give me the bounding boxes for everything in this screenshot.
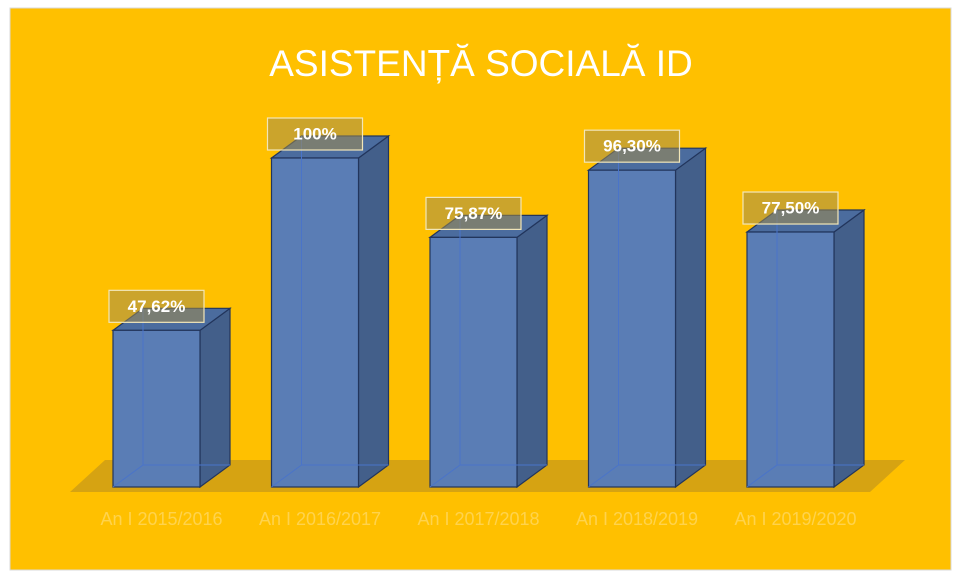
bar-side [357, 134, 390, 489]
value-label-box [742, 191, 839, 225]
bar [270, 157, 360, 488]
bar [746, 231, 835, 488]
value-label: 96,30% [603, 137, 661, 156]
bar-side [199, 307, 231, 489]
bar [429, 236, 518, 488]
x-tick-label: An I 2015/2016 [100, 509, 223, 529]
x-tick-label: An I 2018/2019 [575, 509, 699, 529]
x-tick-label: An I 2016/2017 [258, 509, 382, 529]
value-label-box [108, 289, 205, 323]
bar [112, 329, 201, 488]
value-label: 75,87% [445, 204, 503, 223]
value-label: 100% [293, 124, 336, 143]
bar-side [516, 214, 548, 489]
value-label-box [266, 117, 364, 151]
value-label-box [425, 196, 522, 230]
bar-side [674, 146, 707, 489]
value-label-box [583, 129, 681, 163]
chart-title: ASISTENȚĂ SOCIALĂ ID [269, 43, 693, 84]
bar [587, 169, 677, 488]
value-label: 77,50% [762, 199, 820, 218]
bar-side [833, 208, 865, 489]
x-tick-label: An I 2017/2018 [417, 509, 540, 529]
x-tick-label: An I 2019/2020 [734, 509, 857, 529]
value-label: 47,62% [128, 297, 186, 316]
